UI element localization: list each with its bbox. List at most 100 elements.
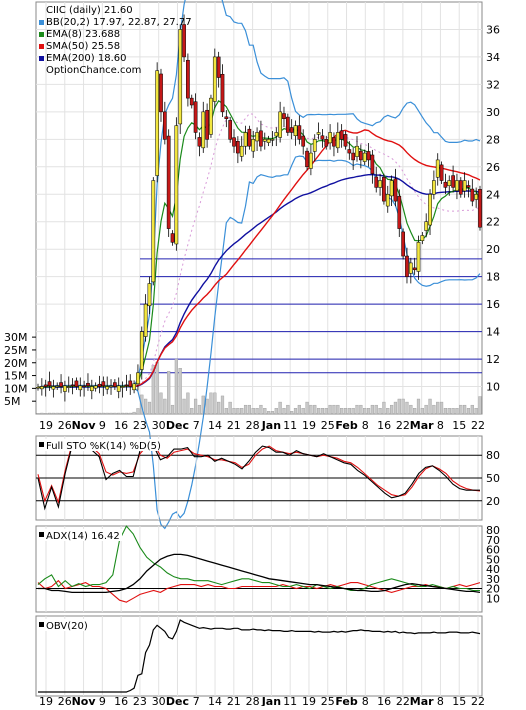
volume-bar <box>409 404 413 415</box>
candle-body <box>335 132 340 149</box>
candle-body <box>201 111 206 149</box>
volume-bar <box>378 408 382 415</box>
candle-body <box>247 128 252 147</box>
candle-body <box>143 303 148 337</box>
price-y-tick-label: 26 <box>486 161 500 174</box>
volume-bar <box>343 408 348 415</box>
adx-y-tick-label: 20 <box>486 583 500 596</box>
candle-body <box>89 386 94 392</box>
volume-bar <box>251 408 255 415</box>
candle-body <box>332 137 336 147</box>
volume-bar <box>416 398 421 415</box>
candle-body <box>362 152 367 162</box>
candle-body <box>86 382 90 387</box>
candle-body <box>159 73 163 113</box>
volume-bar <box>82 412 86 415</box>
adx-y-tick-label: 10 <box>486 592 500 605</box>
legend-swatch-sma50 <box>39 44 44 49</box>
bollinger-middle-line <box>37 113 481 388</box>
sto-y-tick-label: 80 <box>486 449 500 462</box>
obv-title-bg <box>38 619 94 631</box>
volume-bar <box>59 412 63 415</box>
date-tick-label-bottom: 22 <box>471 695 485 706</box>
candle-body <box>424 221 429 231</box>
legend-title: CIIC (daily) 21.60 <box>46 5 133 16</box>
date-tick-label-bottom: 23 <box>133 695 147 706</box>
price-y-tick-label: 10 <box>486 381 500 394</box>
adx-title: ADX(14) 16.42 <box>46 531 120 542</box>
candle-body <box>147 283 152 307</box>
candle-body <box>166 135 171 229</box>
volume-bar <box>259 404 263 415</box>
candle-body <box>262 139 267 142</box>
candle-body <box>435 159 440 178</box>
obv-title-swatch <box>39 622 44 627</box>
date-tick-label: 21 <box>227 419 241 432</box>
candle-body <box>405 255 409 277</box>
date-tick-label-bottom: 8 <box>437 695 444 706</box>
price-y-tick-label: 12 <box>486 353 500 366</box>
volume-bar <box>309 404 313 415</box>
volume-bar <box>313 404 317 415</box>
volume-bar <box>155 361 159 415</box>
volume-bar <box>74 412 79 415</box>
volume-bar <box>144 398 148 415</box>
volume-bar <box>466 408 471 415</box>
date-tick-label-bottom: Nov <box>72 695 97 706</box>
date-tick-label: 9 <box>99 419 106 432</box>
candle-body <box>462 180 467 192</box>
price-y-tick-label: 32 <box>486 78 500 91</box>
volume-bar <box>328 404 332 415</box>
volume-bar <box>393 401 398 415</box>
candle-body <box>439 164 444 181</box>
volume-bar <box>78 412 82 415</box>
date-tick-label: 26 <box>58 419 72 432</box>
date-tick-label: 16 <box>114 419 128 432</box>
volume-bar <box>290 411 294 415</box>
volume-bar <box>167 371 171 415</box>
date-tick-label-bottom: 9 <box>99 695 106 706</box>
volume-bar <box>347 408 351 415</box>
adx-gridlines <box>36 526 482 612</box>
volume-bar <box>405 401 409 415</box>
adx-line <box>38 553 481 594</box>
candle-body <box>432 180 436 195</box>
candle-body <box>155 70 159 176</box>
candle-body <box>178 29 183 125</box>
date-tick-label: 28 <box>246 419 260 432</box>
date-tick-label-bottom: 14 <box>208 695 222 706</box>
candle-body <box>63 385 67 392</box>
date-tick-label: 19 <box>39 419 53 432</box>
volume-bar <box>151 364 155 415</box>
candle-body <box>428 194 432 226</box>
volume-bar <box>205 398 209 415</box>
candle-body <box>385 194 390 207</box>
candle-body <box>109 385 113 388</box>
volume-bar <box>213 392 217 415</box>
candle-body <box>466 185 471 188</box>
volume-bar <box>324 408 328 415</box>
candle-body <box>382 176 386 202</box>
sto-gridlines <box>36 436 482 520</box>
volume-bar <box>336 404 340 415</box>
candle-body <box>243 132 248 147</box>
stochastic-panel: 20 50 80 Full STO %K(14) %D(5) <box>35 435 500 521</box>
price-y-tick-label: 24 <box>486 188 500 201</box>
candle-body <box>101 381 106 387</box>
price-y-tick-label: 14 <box>486 326 500 339</box>
date-tick-label: Dec <box>166 419 189 432</box>
volume-bar <box>390 404 394 415</box>
candle-body <box>266 139 271 143</box>
candle-body <box>451 175 455 188</box>
volume-bar <box>447 408 451 415</box>
adx-y-tick-label: 30 <box>486 573 500 586</box>
candle-body <box>193 101 198 133</box>
candle-body <box>370 154 375 174</box>
volume-y-tick-label: 30M <box>4 331 28 344</box>
candle-body <box>105 386 110 390</box>
volume-bar <box>186 392 190 415</box>
candle-body <box>232 137 236 147</box>
adx-y-tick-label: 80 <box>486 524 500 537</box>
candle-body <box>443 181 448 188</box>
